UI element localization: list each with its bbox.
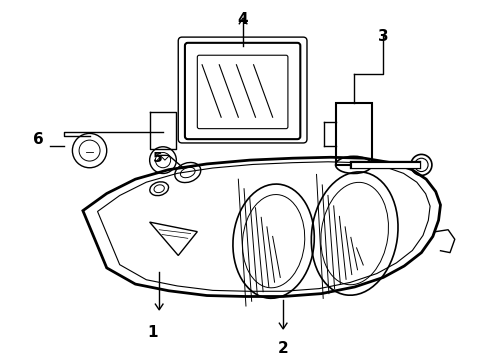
Text: 6: 6	[33, 132, 44, 147]
Text: 5: 5	[152, 150, 162, 165]
Text: 3: 3	[378, 30, 389, 45]
Text: 2: 2	[278, 341, 289, 356]
Bar	[336, 103, 372, 165]
Text: 4: 4	[238, 12, 248, 27]
Text: 1: 1	[147, 325, 158, 340]
